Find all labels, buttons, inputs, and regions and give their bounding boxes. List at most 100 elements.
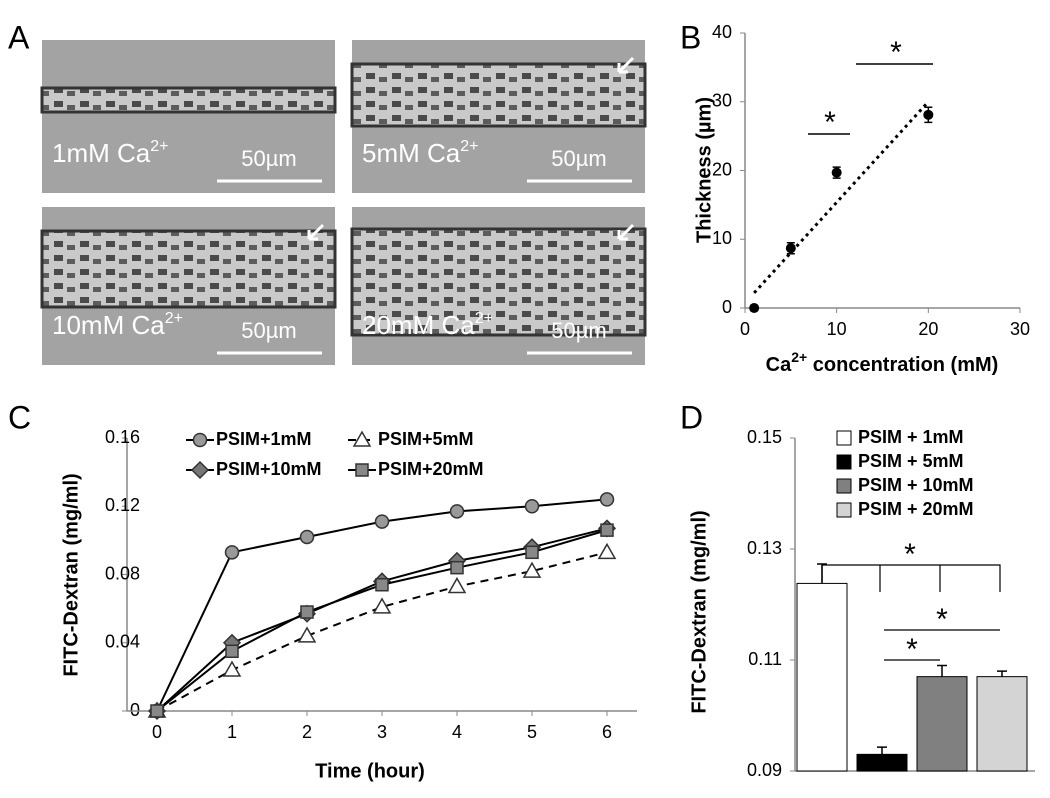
point bbox=[749, 303, 760, 313]
image-label: 20mM Ca2+ bbox=[362, 310, 493, 340]
point bbox=[831, 167, 842, 178]
legend-marker bbox=[192, 432, 208, 448]
legend-label: PSIM + 5mM bbox=[858, 451, 964, 471]
arrow bbox=[617, 223, 635, 241]
point bbox=[923, 109, 934, 120]
marker bbox=[222, 660, 242, 677]
image-label-text: 20mM Ca bbox=[362, 310, 475, 340]
legend-swatch bbox=[836, 502, 852, 518]
significance: * bbox=[890, 36, 902, 69]
y-axis-label: FITC-Dextran (mg/ml) bbox=[688, 510, 710, 713]
marker bbox=[297, 626, 317, 643]
y-tick-label: 0.13 bbox=[747, 538, 782, 558]
y-tick-label: 40 bbox=[712, 22, 732, 42]
trendline bbox=[753, 100, 930, 294]
series-line bbox=[156, 527, 608, 712]
point bbox=[785, 243, 796, 254]
x-label-text: Ca bbox=[766, 354, 792, 376]
y-tick-label: 0.09 bbox=[747, 760, 782, 780]
panel-label: D bbox=[680, 399, 703, 435]
x-tick-label: 10 bbox=[827, 319, 847, 339]
legend-label: PSIM + 20mM bbox=[858, 499, 974, 519]
significance: * bbox=[904, 538, 916, 571]
marker bbox=[372, 597, 392, 614]
error-bar bbox=[877, 746, 887, 755]
image-label-text: 10mM Ca bbox=[52, 310, 165, 340]
image-label: 10mM Ca2+ bbox=[52, 310, 183, 340]
marker bbox=[525, 545, 539, 560]
legend-swatch bbox=[836, 454, 852, 470]
scale-label: 50µm bbox=[551, 318, 606, 343]
bar bbox=[856, 753, 908, 772]
legend-marker bbox=[355, 463, 369, 477]
x-tick-label: 0 bbox=[152, 722, 162, 742]
significance: * bbox=[824, 106, 836, 139]
arrow bbox=[617, 56, 635, 74]
scale-label: 50µm bbox=[241, 318, 296, 343]
legend-swatch bbox=[836, 478, 852, 494]
marker bbox=[600, 523, 614, 537]
series-line bbox=[156, 529, 608, 712]
x-tick-label: 1 bbox=[227, 722, 237, 742]
legend-marker bbox=[190, 460, 210, 480]
marker bbox=[449, 504, 465, 519]
x-tick-label: 6 bbox=[602, 722, 612, 742]
scale-label: 50µm bbox=[551, 146, 606, 171]
y-tick-label: 20 bbox=[712, 159, 732, 179]
x-label-text: concentration (mM) bbox=[807, 354, 998, 376]
micrograph bbox=[42, 40, 335, 193]
x-tick-label: 3 bbox=[377, 722, 387, 742]
x-axis-label: Time (hour) bbox=[315, 760, 425, 782]
marker bbox=[597, 542, 617, 560]
x-label-sup: 2+ bbox=[791, 349, 807, 365]
marker bbox=[224, 545, 240, 560]
y-tick-label: 10 bbox=[712, 228, 732, 248]
legend-label: PSIM+5mM bbox=[378, 429, 474, 449]
bracket bbox=[821, 564, 1001, 592]
legend-label: PSIM + 10mM bbox=[858, 475, 974, 495]
marker bbox=[522, 561, 542, 578]
image-label: 5mM Ca2+ bbox=[362, 138, 479, 168]
bar bbox=[916, 676, 968, 772]
arrow bbox=[307, 223, 325, 241]
marker bbox=[375, 577, 389, 592]
x-tick-label: 5 bbox=[527, 722, 537, 742]
y-tick-label: 30 bbox=[712, 91, 732, 111]
marker bbox=[374, 514, 390, 529]
panel-label: A bbox=[8, 19, 30, 55]
y-tick-label: 0.11 bbox=[748, 649, 782, 669]
marker bbox=[450, 560, 464, 575]
y-tick-label: 0.04 bbox=[105, 632, 140, 652]
image-label-sup: 2+ bbox=[150, 138, 168, 155]
x-tick-label: 0 bbox=[740, 319, 750, 339]
scale-label: 50µm bbox=[241, 146, 296, 171]
y-tick-label: 0.12 bbox=[105, 495, 140, 515]
significance: * bbox=[906, 633, 918, 666]
image-label-sup: 2+ bbox=[165, 310, 183, 327]
bar bbox=[796, 582, 848, 772]
y-tick-label: 0.08 bbox=[105, 563, 140, 583]
legend-label: PSIM+20mM bbox=[378, 459, 484, 479]
membrane bbox=[40, 86, 337, 114]
image-label: 1mM Ca2+ bbox=[52, 138, 169, 168]
legend-swatch bbox=[836, 430, 852, 446]
x-tick-label: 2 bbox=[302, 722, 312, 742]
legend-label: PSIM+10mM bbox=[216, 459, 322, 479]
image-label-sup: 2+ bbox=[460, 138, 478, 155]
marker bbox=[524, 499, 540, 514]
marker bbox=[447, 576, 467, 594]
x-tick-label: 4 bbox=[452, 722, 462, 742]
panel-label: B bbox=[680, 19, 701, 55]
image-label-text: 5mM Ca bbox=[362, 138, 461, 168]
legend-marker bbox=[352, 430, 372, 447]
image-label-sup: 2+ bbox=[475, 310, 493, 327]
x-tick-label: 20 bbox=[918, 319, 938, 339]
marker bbox=[599, 492, 615, 507]
y-tick-label: 0.16 bbox=[105, 427, 140, 447]
legend-label: PSIM+1mM bbox=[216, 429, 312, 449]
error-bar bbox=[937, 664, 947, 677]
y-tick-label: 0 bbox=[130, 700, 140, 720]
membrane bbox=[350, 62, 647, 128]
marker bbox=[150, 704, 164, 718]
